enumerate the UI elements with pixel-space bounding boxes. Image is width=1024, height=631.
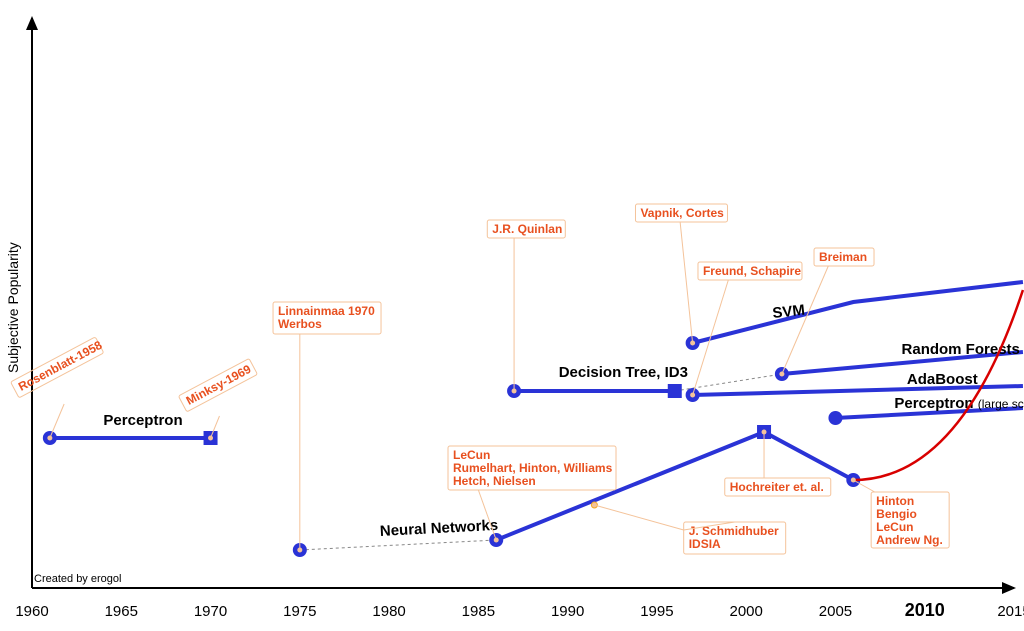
x-tick-label: 1980 [372, 603, 405, 620]
callout-anchor-dot [592, 503, 597, 508]
callout-hochreiter: Hochreiter et. al. [725, 478, 831, 496]
dash-connector [300, 540, 496, 550]
x-tick-label: 1965 [105, 603, 138, 620]
callout-text: Hetch, Nielsen [453, 474, 536, 488]
x-tick-label: 2000 [729, 603, 762, 620]
callout-freund: Freund, Schapire [698, 262, 802, 280]
callout-anchor-dot [762, 430, 767, 435]
callout-anchor-dot [512, 389, 517, 394]
x-tick-label: 1975 [283, 603, 316, 620]
x-tick-label: 1960 [15, 603, 48, 620]
y-axis-label: Subjective Popularity [5, 242, 21, 373]
callout-schmidhuber: J. SchmidhuberIDSIA [684, 522, 786, 554]
callout-text: Andrew Ng. [876, 533, 943, 547]
callout-anchor-dot [47, 436, 52, 441]
callout-anchor-dot [851, 478, 856, 483]
callout-text: LeCun [876, 520, 913, 534]
series-label: Neural Networks [379, 517, 498, 540]
callout-text: Rosenblatt-1958 [16, 338, 105, 394]
callout-text: LeCun [453, 448, 490, 462]
series-label: AdaBoost [907, 371, 978, 388]
x-tick-label: 2015 [997, 603, 1024, 620]
series-label: Decision Tree, ID3 [559, 364, 688, 381]
callout-anchor-dot [297, 548, 302, 553]
callout-anchor-dot [208, 436, 213, 441]
timeline-chart: Subjective Popularity 1960 1965 1970 1975 198… [0, 0, 1024, 631]
x-tick-label: 1985 [462, 603, 495, 620]
callout-text: Vapnik, Cortes [640, 206, 724, 220]
x-tick-label: 1990 [551, 603, 584, 620]
callout-quinlan: J.R. Quinlan [487, 220, 565, 238]
x-tick-label: 1995 [640, 603, 673, 620]
callout-text: J.R. Quinlan [492, 222, 562, 236]
series-label: SVM [772, 302, 806, 322]
x-tick-label: 2010 [905, 600, 945, 620]
callout-text: J. Schmidhuber [689, 524, 779, 538]
callout-text: Rumelhart, Hinton, Williams [453, 461, 613, 475]
callout-rosenblatt: Rosenblatt-1958 [11, 336, 106, 398]
marker-square [668, 384, 682, 398]
series-label: Perceptron [103, 412, 182, 429]
callout-anchor-dot [779, 372, 784, 377]
callout-linnainmaa: Linnainmaa 1970Werbos [273, 302, 381, 334]
x-axis-arrow [1002, 582, 1016, 594]
callout-text: Breiman [819, 250, 867, 264]
x-tick-label: 1970 [194, 603, 227, 620]
callout-text: Werbos [278, 317, 322, 331]
y-axis-arrow [26, 16, 38, 30]
callout-anchor-dot [690, 341, 695, 346]
callout-text: IDSIA [689, 537, 721, 551]
callout-deep_learning_names: HintonBengioLeCunAndrew Ng. [871, 492, 949, 548]
callout-minsky: Minksy-1969 [178, 358, 257, 411]
callout-text: Bengio [876, 507, 917, 521]
series-label: Perceptron (large scale) [894, 395, 1024, 412]
callout-anchor-dot [494, 538, 499, 543]
x-tick-label: 2005 [819, 603, 852, 620]
series-svm [693, 282, 1023, 343]
callout-breiman: Breiman [814, 248, 874, 266]
callout-lecun_et_al: LeCunRumelhart, Hinton, WilliamsHetch, N… [448, 446, 616, 490]
callout-vapnik: Vapnik, Cortes [635, 204, 727, 222]
credit-text: Created by erogol [34, 573, 121, 585]
callout-text: Freund, Schapire [703, 264, 801, 278]
callout-text: Hochreiter et. al. [730, 480, 824, 494]
callout-text: Minksy-1969 [184, 362, 254, 408]
callout-anchor-dot [690, 393, 695, 398]
callout-text: Hinton [876, 494, 914, 508]
callout-text: Linnainmaa 1970 [278, 304, 375, 318]
marker-circle [828, 411, 842, 425]
